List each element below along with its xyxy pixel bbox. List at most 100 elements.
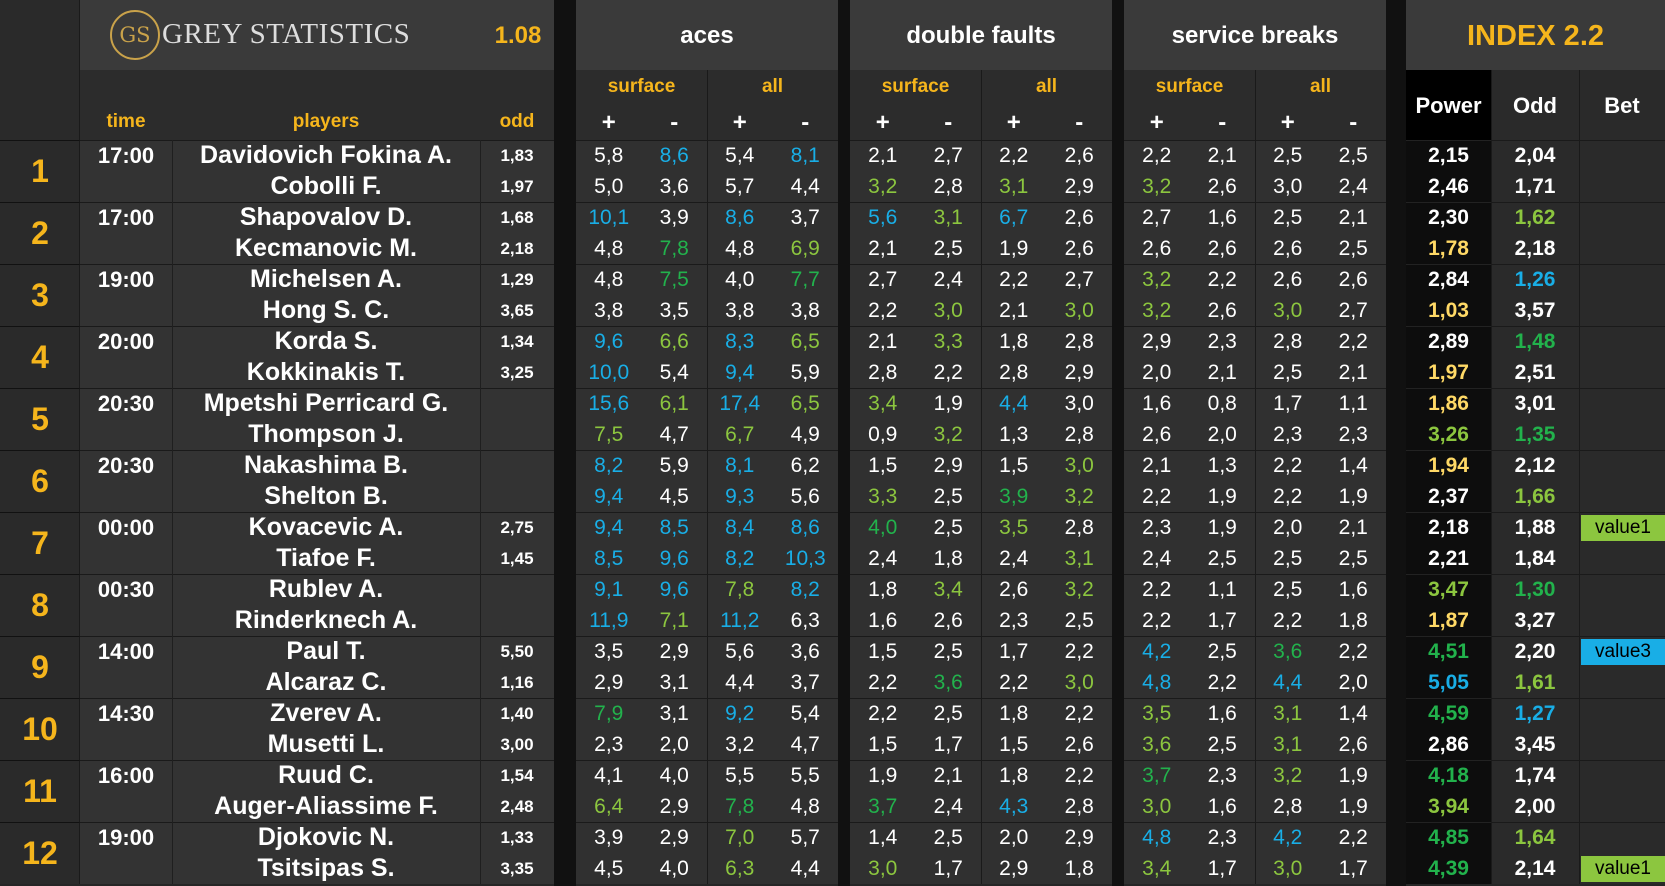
stat-value: 3,4 <box>1142 856 1172 880</box>
stat-value: 2,2 <box>1273 484 1303 508</box>
info-bg <box>80 326 554 388</box>
stat-value: 3,0 <box>1064 391 1094 415</box>
stat-value: 1,9 <box>999 236 1029 260</box>
stat-value: 4,0 <box>659 856 689 880</box>
stats-divider <box>981 760 982 822</box>
odd2-bg <box>1491 822 1579 884</box>
stat-value: 2,1 <box>933 763 963 787</box>
power-bg <box>1406 264 1491 326</box>
stat-value: 2,6 <box>1064 732 1094 756</box>
stat-value: 5,5 <box>725 763 755 787</box>
odd2-bg <box>1491 140 1579 202</box>
stat-value: 2,8 <box>1064 422 1094 446</box>
stat-value: 1,9 <box>1338 763 1368 787</box>
stat-value: 3,5 <box>659 298 689 322</box>
player-name: Hong S. C. <box>262 296 390 324</box>
stat-value: 9,6 <box>659 546 689 570</box>
minus-label: - <box>801 109 810 136</box>
stat-value: 3,0 <box>1064 453 1094 477</box>
stats-divider <box>707 264 708 326</box>
stats-divider <box>1255 388 1256 450</box>
stat-value: 1,9 <box>868 763 898 787</box>
minus-label: - <box>1218 109 1227 136</box>
player-name: Cobolli F. <box>270 172 382 200</box>
stat-value: 8,6 <box>725 205 755 229</box>
time-divider <box>172 636 173 698</box>
stat-value: 9,1 <box>594 577 624 601</box>
stat-value: 1,9 <box>1207 484 1237 508</box>
info-bg <box>80 698 554 760</box>
stat-value: 2,9 <box>999 856 1029 880</box>
col-odd-label: odd <box>499 111 535 132</box>
stat-value: 4,4 <box>790 174 820 198</box>
index-odd-value: 1,74 <box>1514 763 1556 787</box>
index-odd-value: 2,04 <box>1514 143 1556 167</box>
power-value: 2,37 <box>1428 484 1469 508</box>
stat-value: 7,1 <box>659 608 689 632</box>
bet-bg <box>1579 202 1665 264</box>
stats-divider <box>981 822 982 884</box>
match-time: 20:30 <box>97 390 155 416</box>
stat-value: 3,0 <box>868 856 898 880</box>
stat-value: 3,7 <box>790 670 820 694</box>
odd2-bg <box>1491 512 1579 574</box>
stat-value: 2,9 <box>659 639 689 663</box>
stat-value: 2,1 <box>1142 453 1172 477</box>
stat-value: 2,6 <box>1142 236 1172 260</box>
player-odd <box>480 419 554 450</box>
stat-value: 2,0 <box>1142 360 1172 384</box>
stat-value: 2,4 <box>868 546 898 570</box>
stat-value: 2,3 <box>1273 422 1303 446</box>
stat-value: 2,6 <box>1338 267 1368 291</box>
stat-value: 11,9 <box>589 608 629 632</box>
player-odd <box>480 450 554 481</box>
stat-value: 1,7 <box>1207 608 1237 632</box>
logo-text: GREY STATISTICS <box>162 17 411 50</box>
stat-value: 3,4 <box>868 391 898 415</box>
player-odd: 3,65 <box>500 300 534 320</box>
group-service-breaks-title: service breaks <box>1171 22 1339 49</box>
stat-value: 2,8 <box>999 360 1029 384</box>
bet-bg <box>1579 140 1665 202</box>
power-bg <box>1406 326 1491 388</box>
stat-value: 7,7 <box>790 267 820 291</box>
stat-value: 1,7 <box>1338 856 1368 880</box>
power-value: 4,39 <box>1428 856 1469 880</box>
rownum-bg <box>0 326 80 388</box>
stat-value: 3,2 <box>1273 763 1303 787</box>
index-odd-value: 1,26 <box>1514 267 1556 291</box>
stat-value: 3,2 <box>725 732 755 756</box>
bet-badge[interactable]: value3 <box>1581 639 1665 665</box>
stat-value: 1,9 <box>1338 484 1368 508</box>
stat-value: 2,5 <box>933 701 963 725</box>
match-number: 4 <box>31 338 49 375</box>
stat-value: 7,5 <box>594 422 624 446</box>
stat-value: 3,2 <box>1064 577 1094 601</box>
stats-divider <box>707 574 708 636</box>
stat-value: 9,6 <box>659 577 689 601</box>
stats-divider <box>981 388 982 450</box>
power-value: 2,30 <box>1428 205 1469 229</box>
stat-value: 2,9 <box>659 825 689 849</box>
stats-divider <box>1255 698 1256 760</box>
stat-value: 5,4 <box>725 143 755 167</box>
stat-value: 6,6 <box>659 329 689 353</box>
match-time: 19:00 <box>97 266 155 292</box>
match-time: 17:00 <box>97 204 155 230</box>
power-bg <box>1406 822 1491 884</box>
stat-value: 1,5 <box>999 732 1029 756</box>
stat-value: 2,2 <box>999 143 1029 167</box>
stat-value: 2,5 <box>1273 577 1303 601</box>
stat-value: 3,0 <box>1273 856 1303 880</box>
stat-value: 2,2 <box>868 298 898 322</box>
plus-label: + <box>1280 109 1295 136</box>
rownum-bg <box>0 574 80 636</box>
stat-value: 2,5 <box>933 236 963 260</box>
bet-badge[interactable]: value1 <box>1581 515 1665 541</box>
stat-value: 1,5 <box>999 453 1029 477</box>
bet-badge[interactable]: value1 <box>1581 856 1665 882</box>
info-bg <box>80 574 554 636</box>
stat-value: 1,9 <box>1207 515 1237 539</box>
power-value: 2,86 <box>1428 732 1469 756</box>
